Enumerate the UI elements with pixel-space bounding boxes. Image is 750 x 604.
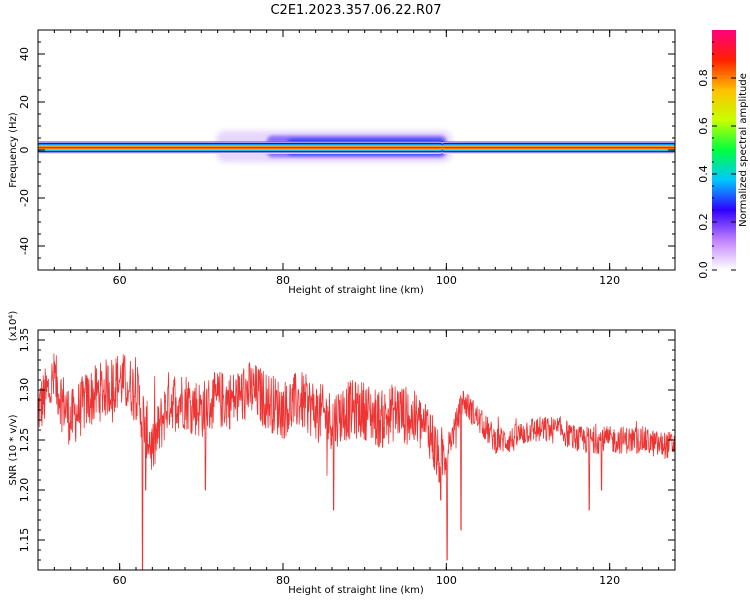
spectrogram-x-tick-label: 80 <box>276 274 290 287</box>
spectrogram-panel: 60 80 100 120 40 20 0 -20 -40 Height of straight… <box>8 29 676 296</box>
colorbar-tick-label: 0.6 <box>697 117 710 135</box>
colorbar-tick-label: 0.8 <box>697 69 710 87</box>
snr-x-tick-label: 120 <box>599 574 620 587</box>
snr-y-multiplier: (x10⁴) <box>8 311 19 342</box>
snr-x-tick-label: 100 <box>436 574 457 587</box>
snr-y-tick-label: 1.15 <box>18 528 31 553</box>
snr-y-tick-label: 1.20 <box>18 478 31 503</box>
spectrogram-y-tick-label: -20 <box>18 189 31 207</box>
spectrogram-y-axis-label: Frequency (Hz) <box>8 112 19 188</box>
snr-background <box>38 330 675 570</box>
spectrogram-y-tick-label: -40 <box>18 237 31 255</box>
spectrogram-y-tick-label: 0 <box>18 147 31 154</box>
spectrogram-x-tick-label: 100 <box>436 274 457 287</box>
spectrogram-band-red-0 <box>38 146 443 149</box>
spectrogram-x-axis-label: Height of straight line (km) <box>288 285 424 296</box>
spectrogram-x-tick-label: 60 <box>113 274 127 287</box>
spectrogram-ticks: 60 80 100 120 40 20 0 -20 -40 <box>18 29 676 287</box>
snr-ticks: 60 80 100 120 1.35 1.30 1.25 1.20 1.15 <box>18 328 676 587</box>
colorbar-label: Normalized spectral amplitude <box>738 73 749 227</box>
snr-x-tick-label: 60 <box>113 574 127 587</box>
colorbar-tick-label: 0.4 <box>697 165 710 183</box>
colorbar-ticks: 0.0 0.2 0.4 0.6 0.8 <box>697 41 736 279</box>
colorbar-gradient <box>712 30 736 270</box>
spectrogram-y-tick-label: 40 <box>18 47 31 61</box>
snr-x-tick-label: 80 <box>276 574 290 587</box>
snr-y-tick-label: 1.30 <box>18 378 31 403</box>
snr-y-tick-label: 1.35 <box>18 328 31 353</box>
figure-title: C2E1.2023.357.06.22.R07 <box>270 3 441 18</box>
spectrogram-y-tick-label: 20 <box>18 95 31 109</box>
spectrogram-x-tick-label: 120 <box>599 274 620 287</box>
snr-y-tick-label: 1.25 <box>18 428 31 453</box>
colorbar: 0.0 0.2 0.4 0.6 0.8 Normalized spectral ampl… <box>697 30 749 279</box>
spectrogram-band-red-1 <box>442 146 675 149</box>
spectrogram-heat-layer <box>38 130 675 162</box>
snr-panel: 60 80 100 120 1.35 1.30 1.25 1.20 1.15 Height of… <box>8 311 676 596</box>
snr-x-axis-label: Height of straight line (km) <box>288 585 424 596</box>
snr-y-axis-label: SNR (10 * v/v) <box>8 414 19 485</box>
colorbar-tick-label: 0.2 <box>697 213 710 231</box>
snr-series-line <box>38 353 675 570</box>
colorbar-tick-label: 0.0 <box>697 261 710 279</box>
